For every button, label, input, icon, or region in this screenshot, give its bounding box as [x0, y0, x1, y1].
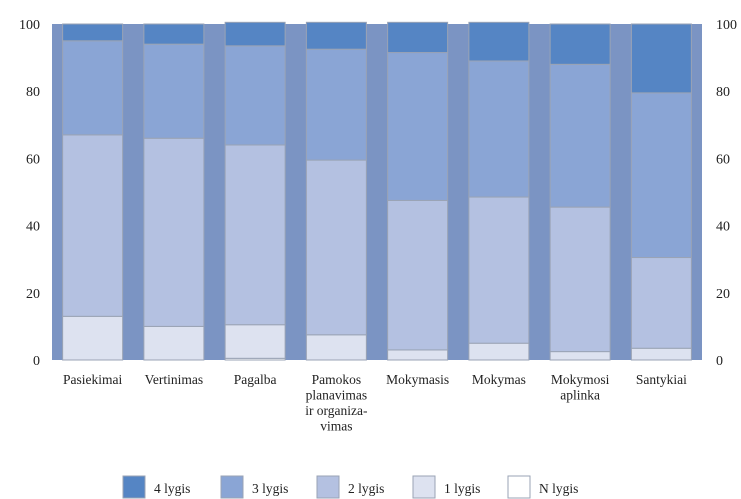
- legend-swatch: [316, 475, 340, 499]
- y-tick-label-right: 40: [716, 220, 730, 235]
- bar-column-mokymasis: [387, 21, 449, 361]
- category-label-mokymasis: Mokymasis: [386, 372, 449, 387]
- bar-segment-1-lygis: [62, 315, 124, 361]
- bar-segment-4-lygis: [630, 23, 692, 94]
- y-tick-label-left: 100: [19, 18, 40, 33]
- bar-segment-4-lygis: [224, 21, 286, 47]
- bar-segment-4-lygis: [387, 21, 449, 54]
- bar-segment-2-lygis: [549, 206, 611, 353]
- bar-segment-4-lygis: [468, 21, 530, 62]
- bar-segment-2-lygis: [630, 257, 692, 349]
- y-tick-label-left: 40: [26, 220, 40, 235]
- bar-column-mokymas: [468, 21, 530, 361]
- bar-segment-3-lygis: [143, 43, 205, 139]
- y-tick-label-left: 80: [26, 85, 40, 100]
- y-tick-label-left: 60: [26, 152, 40, 167]
- y-tick-label-left: 20: [26, 287, 40, 302]
- y-tick-label-right: 100: [716, 18, 737, 33]
- bar-segment-2-lygis: [305, 159, 367, 336]
- y-tick-label-right: 60: [716, 152, 730, 167]
- y-tick-label-right: 0: [716, 354, 723, 369]
- legend-item-3-lygis: 3 lygis: [220, 475, 288, 499]
- category-label-pagalba: Pagalba: [234, 372, 277, 387]
- legend-label: 4 lygis: [154, 481, 190, 496]
- category-label-vertinimas: Vertinimas: [145, 372, 204, 387]
- legend-label: N lygis: [539, 481, 578, 496]
- bar-segment-2-lygis: [468, 196, 530, 344]
- bar-segment-4-lygis: [143, 23, 205, 45]
- bar-segment-1-lygis: [468, 342, 530, 361]
- bar-column-pamokos-planavimas-ir-organiza-vimas: [305, 21, 367, 361]
- bar-column-mokymosi-aplinka: [549, 23, 611, 361]
- y-tick-label-right: 80: [716, 85, 730, 100]
- legend-item-1-lygis: 1 lygis: [412, 475, 480, 499]
- bar-segment-3-lygis: [468, 60, 530, 198]
- bar-column-santykiai: [630, 23, 692, 361]
- legend-swatch: [507, 475, 531, 499]
- legend: 4 lygis 3 lygis 2 lygis 1 lygis N lygis: [122, 475, 578, 499]
- bars: [62, 21, 692, 361]
- bar-segment-3-lygis: [630, 92, 692, 259]
- bar-column-pasiekimai: [62, 23, 124, 361]
- bar-segment-1-lygis: [549, 351, 611, 361]
- y-axis-right: 0 20 40 60 80 100: [716, 18, 737, 369]
- category-label-santykiai: Santykiai: [636, 372, 687, 387]
- y-tick-label-left: 0: [33, 354, 40, 369]
- category-label-pamokos-planavimas-ir-organiza-vimas: Pamokos planavimas ir organiza-vimas: [305, 372, 368, 434]
- x-axis-labels: Pasiekimai Vertinimas Pagalba Pamokos planav…: [63, 372, 687, 434]
- bar-segment-3-lygis: [224, 45, 286, 146]
- bar-segment-2-lygis: [143, 137, 205, 327]
- bar-segment-1-lygis: [387, 349, 449, 361]
- bar-segment-1-lygis: [630, 347, 692, 361]
- category-label-pasiekimai: Pasiekimai: [63, 372, 122, 387]
- legend-swatch: [220, 475, 244, 499]
- category-label-mokymas: Mokymas: [472, 372, 526, 387]
- bar-segment-1-lygis: [305, 334, 367, 361]
- legend-item-4-lygis: 4 lygis: [122, 475, 190, 499]
- bar-segment-3-lygis: [549, 63, 611, 208]
- bar-segment-4-lygis: [305, 21, 367, 50]
- bar-segment-1-lygis: [224, 324, 286, 359]
- bar-column-pagalba: [224, 21, 286, 361]
- legend-label: 1 lygis: [444, 481, 480, 496]
- legend-label: 2 lygis: [348, 481, 384, 496]
- y-axis-left: 0 20 40 60 80 100: [19, 18, 40, 369]
- bar-segment-3-lygis: [387, 52, 449, 201]
- bar-segment-2-lygis: [387, 199, 449, 351]
- legend-item-n-lygis: N lygis: [507, 475, 578, 499]
- category-label-mokymosi-aplinka: Mokymosi aplinka: [551, 372, 610, 403]
- bar-segment-3-lygis: [305, 48, 367, 161]
- bar-segment-2-lygis: [224, 144, 286, 326]
- legend-label: 3 lygis: [252, 481, 288, 496]
- y-tick-label-right: 20: [716, 287, 730, 302]
- bar-segment-2-lygis: [62, 134, 124, 317]
- bar-column-vertinimas: [143, 23, 205, 361]
- bar-segment-4-lygis: [62, 23, 124, 42]
- bar-segment-1-lygis: [143, 325, 205, 361]
- legend-swatch: [412, 475, 436, 499]
- bar-segment-3-lygis: [62, 40, 124, 136]
- bar-segment-4-lygis: [549, 23, 611, 65]
- legend-swatch: [122, 475, 146, 499]
- legend-item-2-lygis: 2 lygis: [316, 475, 384, 499]
